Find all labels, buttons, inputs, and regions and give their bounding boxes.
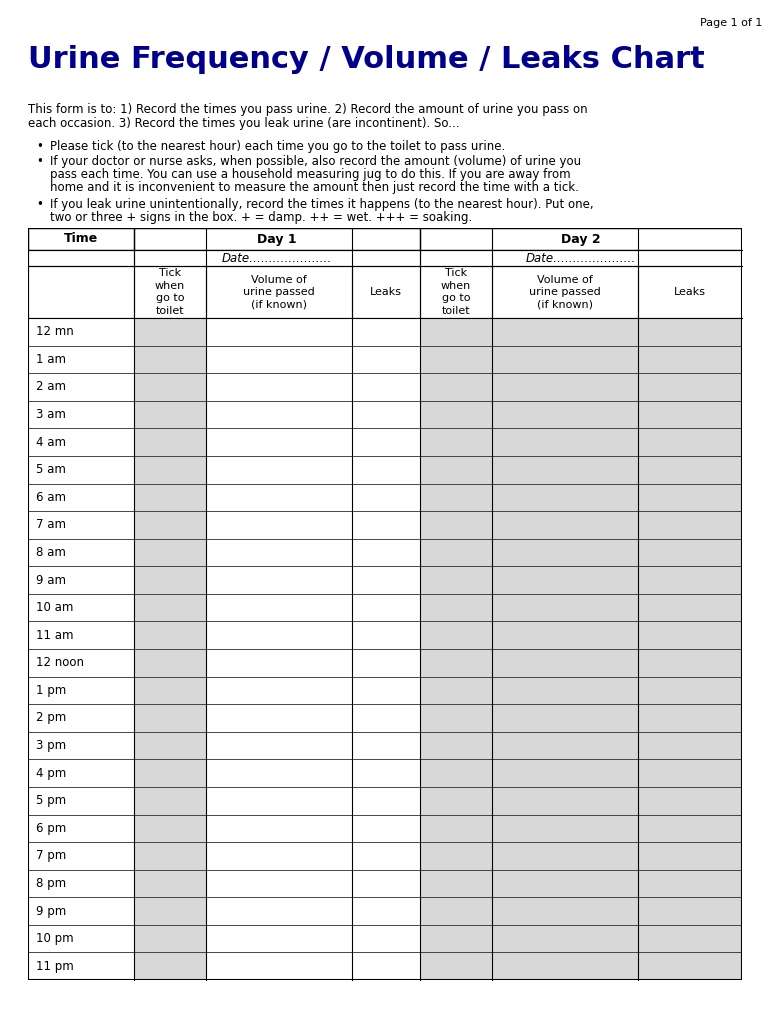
Text: Date…………………: Date…………………	[526, 252, 636, 264]
Text: Tick
when
go to
toilet: Tick when go to toilet	[155, 268, 185, 315]
Text: 8 am: 8 am	[35, 546, 65, 559]
Text: •: •	[36, 155, 43, 168]
Text: Page 1 of 1: Page 1 of 1	[700, 18, 762, 28]
Text: 2 am: 2 am	[35, 381, 65, 393]
Text: Day 2: Day 2	[561, 232, 601, 246]
Text: 11 pm: 11 pm	[35, 959, 73, 973]
Text: two or three + signs in the box. + = damp. ++ = wet. +++ = soaking.: two or three + signs in the box. + = dam…	[50, 211, 472, 224]
Text: each occasion. 3) Record the times you leak urine (are incontinent). So...: each occasion. 3) Record the times you l…	[28, 117, 460, 130]
Text: 4 am: 4 am	[35, 435, 65, 449]
Text: 10 am: 10 am	[35, 601, 73, 614]
Text: pass each time. You can use a household measuring jug to do this. If you are awa: pass each time. You can use a household …	[50, 168, 571, 181]
Text: 3 pm: 3 pm	[35, 739, 65, 752]
Text: home and it is inconvenient to measure the amount then just record the time with: home and it is inconvenient to measure t…	[50, 181, 579, 194]
Text: 8 pm: 8 pm	[35, 877, 65, 890]
Text: If you leak urine unintentionally, record the times it happens (to the nearest h: If you leak urine unintentionally, recor…	[50, 198, 594, 211]
Text: 7 pm: 7 pm	[35, 849, 66, 862]
Text: •: •	[36, 198, 43, 211]
Text: 6 am: 6 am	[35, 490, 65, 504]
Text: 11 am: 11 am	[35, 629, 73, 642]
Text: 10 pm: 10 pm	[35, 932, 73, 945]
Text: Time: Time	[64, 232, 98, 246]
Text: Date…………………: Date…………………	[222, 252, 332, 264]
Text: Volume of
urine passed
(if known): Volume of urine passed (if known)	[529, 274, 601, 309]
Text: If your doctor or nurse asks, when possible, also record the amount (volume) of : If your doctor or nurse asks, when possi…	[50, 155, 581, 168]
Text: 1 am: 1 am	[35, 353, 65, 366]
Text: 7 am: 7 am	[35, 518, 65, 531]
Text: 5 pm: 5 pm	[35, 795, 65, 807]
Text: 6 pm: 6 pm	[35, 822, 66, 835]
Text: 4 pm: 4 pm	[35, 767, 66, 779]
Text: 2 pm: 2 pm	[35, 712, 66, 724]
Text: Leaks: Leaks	[370, 287, 402, 297]
Text: Tick
when
go to
toilet: Tick when go to toilet	[441, 268, 471, 315]
Text: Please tick (to the nearest hour) each time you go to the toilet to pass urine.: Please tick (to the nearest hour) each t…	[50, 140, 505, 153]
Text: 9 pm: 9 pm	[35, 904, 66, 918]
Text: 12 mn: 12 mn	[35, 326, 73, 338]
Text: 12 noon: 12 noon	[35, 656, 84, 670]
Text: Volume of
urine passed
(if known): Volume of urine passed (if known)	[243, 274, 315, 309]
Text: This form is to: 1) Record the times you pass urine. 2) Record the amount of uri: This form is to: 1) Record the times you…	[28, 103, 588, 116]
Text: 1 pm: 1 pm	[35, 684, 66, 697]
Text: Leaks: Leaks	[674, 287, 706, 297]
Text: Day 1: Day 1	[257, 232, 296, 246]
Text: 5 am: 5 am	[35, 463, 65, 476]
Text: 9 am: 9 am	[35, 573, 65, 587]
Text: •: •	[36, 140, 43, 153]
Text: Urine Frequency / Volume / Leaks Chart: Urine Frequency / Volume / Leaks Chart	[28, 45, 705, 74]
Text: 3 am: 3 am	[35, 408, 65, 421]
